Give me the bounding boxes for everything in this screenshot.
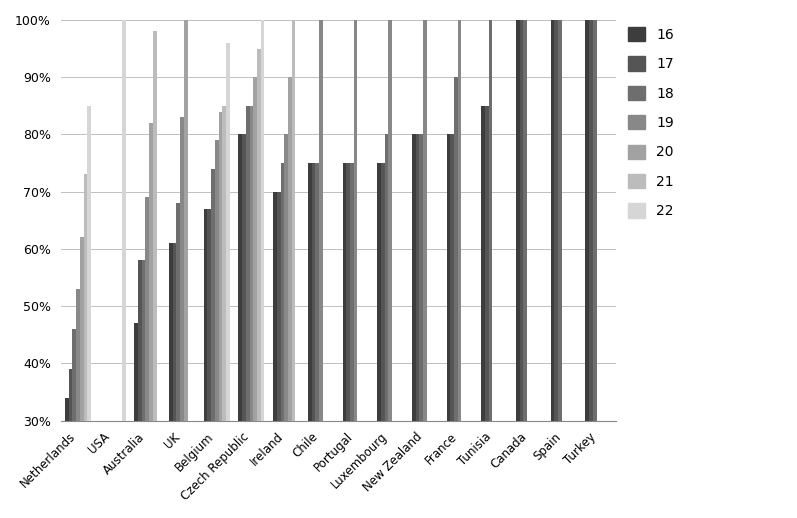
Bar [169,243,173,421]
Bar [211,169,215,421]
Bar [176,203,180,421]
Bar [589,20,593,421]
Bar [381,163,385,421]
Bar [76,289,80,421]
Bar [153,32,157,421]
Bar [215,140,218,421]
Bar [377,163,381,421]
Bar [184,20,187,421]
Bar [524,20,527,421]
Bar [343,163,346,421]
Bar [316,163,319,421]
Bar [277,192,281,421]
Bar [84,175,87,421]
Bar [350,163,354,421]
Bar [585,20,589,421]
Bar [489,20,493,421]
Bar [388,20,392,421]
Bar [146,197,149,421]
Bar [281,163,285,421]
Bar [122,20,126,421]
Bar [204,209,207,421]
Bar [245,106,249,421]
Bar [285,135,288,421]
Bar [520,20,524,421]
Bar [450,135,454,421]
Bar [423,20,426,421]
Bar [415,135,419,421]
Bar [346,163,350,421]
Bar [457,20,461,421]
Bar [593,20,596,421]
Bar [65,398,69,421]
Bar [257,49,261,421]
Bar [73,329,76,421]
Bar [558,20,562,421]
Bar [253,77,257,421]
Bar [261,20,265,421]
Bar [312,163,316,421]
Bar [555,20,558,421]
Bar [173,243,176,421]
Bar [385,135,388,421]
Bar [481,106,485,421]
Legend: 16, 17, 18, 19, 20, 21, 22: 16, 17, 18, 19, 20, 21, 22 [628,27,673,218]
Bar [551,20,555,421]
Bar [242,135,245,421]
Bar [138,261,142,421]
Bar [288,77,292,421]
Bar [454,77,457,421]
Bar [142,261,146,421]
Bar [69,369,73,421]
Bar [249,106,253,421]
Bar [485,106,489,421]
Bar [419,135,423,421]
Bar [516,20,520,421]
Bar [273,192,277,421]
Bar [354,20,357,421]
Bar [218,111,222,421]
Bar [222,106,226,421]
Bar [308,163,312,421]
Bar [292,20,296,421]
Bar [149,123,153,421]
Bar [87,106,91,421]
Bar [319,20,323,421]
Bar [80,237,84,421]
Bar [412,135,415,421]
Bar [226,43,230,421]
Bar [207,209,211,421]
Bar [135,323,138,421]
Bar [238,135,242,421]
Bar [446,135,450,421]
Bar [180,117,184,421]
